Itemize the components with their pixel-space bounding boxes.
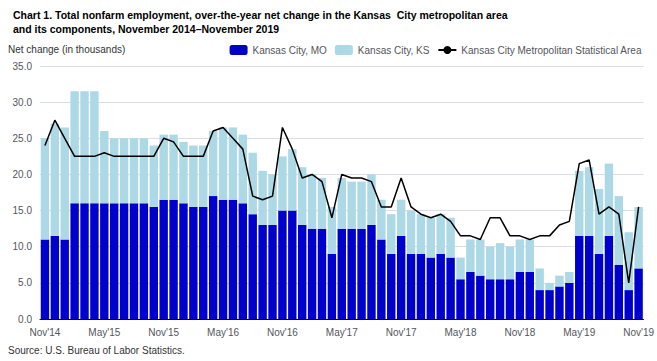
svg-text:Nov'16: Nov'16 (267, 327, 298, 338)
svg-text:Nov'15: Nov'15 (148, 327, 179, 338)
svg-text:15.0: 15.0 (13, 205, 33, 216)
svg-text:Kansas City, KS: Kansas City, KS (358, 45, 430, 56)
svg-text:20.0: 20.0 (13, 169, 33, 180)
svg-text:Kansas City, MO: Kansas City, MO (253, 45, 327, 56)
svg-text:Nov'19: Nov'19 (623, 327, 654, 338)
svg-text:Nov'14: Nov'14 (30, 327, 61, 338)
svg-text:and its components, November 2: and its components, November 2014–Novemb… (13, 23, 279, 35)
svg-text:0.0: 0.0 (18, 314, 32, 325)
svg-text:5.0: 5.0 (18, 277, 32, 288)
svg-text:30.0: 30.0 (13, 97, 33, 108)
svg-text:25.0: 25.0 (13, 133, 33, 144)
svg-text:Net change (in thousands): Net change (in thousands) (8, 44, 125, 55)
svg-text:May'17: May'17 (326, 327, 358, 338)
svg-text:35.0: 35.0 (13, 61, 33, 72)
svg-text:10.0: 10.0 (13, 241, 33, 252)
svg-text:May'16: May'16 (207, 327, 239, 338)
svg-text:May'19: May'19 (563, 327, 595, 338)
svg-text:Nov'17: Nov'17 (386, 327, 417, 338)
svg-text:May'18: May'18 (445, 327, 477, 338)
svg-text:Chart 1. Total nonfarm employm: Chart 1. Total nonfarm employment, over-… (13, 9, 508, 21)
svg-text:Kansas City Metropolitan Stati: Kansas City Metropolitan Statistical Are… (461, 45, 642, 56)
svg-text:May'15: May'15 (88, 327, 120, 338)
svg-text:Nov'18: Nov'18 (504, 327, 535, 338)
svg-text:Source: U.S. Bureau of Labor S: Source: U.S. Bureau of Labor Statistics. (8, 345, 185, 356)
